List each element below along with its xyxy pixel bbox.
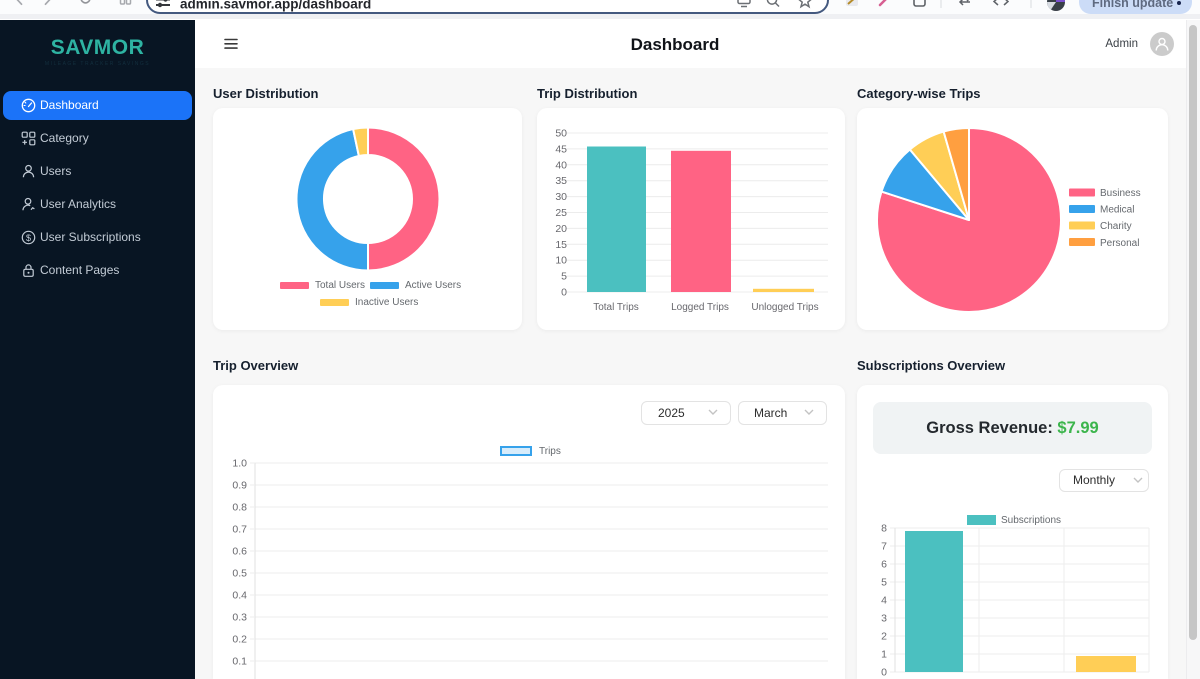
- svg-text:Medical: Medical: [1100, 205, 1134, 216]
- svg-text:3: 3: [881, 613, 887, 625]
- svg-text:50: 50: [555, 128, 567, 140]
- svg-text:0.6: 0.6: [232, 546, 247, 558]
- svg-text:1: 1: [881, 649, 887, 661]
- svg-text:1.0: 1.0: [232, 458, 247, 470]
- svg-text:7: 7: [881, 541, 887, 553]
- svg-text:$: $: [26, 233, 31, 243]
- svg-text:5: 5: [881, 577, 887, 589]
- svg-text:30: 30: [555, 191, 567, 203]
- svg-text:0.2: 0.2: [232, 634, 247, 646]
- svg-text:0.4: 0.4: [232, 590, 247, 602]
- svg-text:Unlogged Trips: Unlogged Trips: [751, 302, 818, 313]
- svg-text:4: 4: [881, 595, 887, 607]
- svg-text:5: 5: [561, 271, 567, 283]
- svg-text:0.8: 0.8: [232, 502, 247, 514]
- svg-text:Charity: Charity: [1100, 221, 1132, 232]
- svg-text:0: 0: [561, 287, 567, 299]
- svg-text:8: 8: [881, 523, 887, 535]
- svg-text:25: 25: [555, 207, 567, 219]
- svg-text:0.7: 0.7: [232, 524, 247, 536]
- svg-text:6: 6: [881, 559, 887, 571]
- svg-text:10: 10: [555, 255, 567, 267]
- svg-text:15: 15: [555, 239, 567, 251]
- svg-text:admin.savmor.app/dashboard: admin.savmor.app/dashboard: [180, 0, 371, 12]
- svg-text:0: 0: [881, 667, 887, 679]
- svg-text:35: 35: [555, 175, 567, 187]
- svg-text:45: 45: [555, 143, 567, 155]
- svg-text:Logged Trips: Logged Trips: [671, 302, 729, 313]
- svg-text:20: 20: [555, 223, 567, 235]
- svg-text:0.1: 0.1: [232, 656, 247, 668]
- svg-text:Personal: Personal: [1100, 238, 1139, 249]
- svg-text:Total Trips: Total Trips: [593, 302, 639, 313]
- svg-text:0.3: 0.3: [232, 612, 247, 624]
- svg-text:Business: Business: [1100, 188, 1141, 199]
- svg-text:2: 2: [881, 631, 887, 643]
- svg-text:0.5: 0.5: [232, 568, 247, 580]
- svg-text:0.9: 0.9: [232, 480, 247, 492]
- svg-text:40: 40: [555, 159, 567, 171]
